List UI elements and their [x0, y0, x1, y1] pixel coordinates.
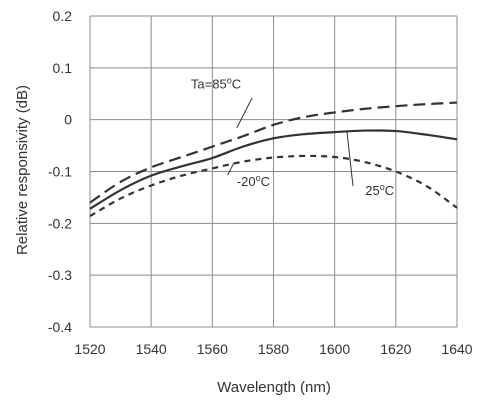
series-lines	[89, 101, 458, 218]
annotation-unit: C	[232, 77, 241, 92]
y-axis-title: Relative responsivity (dB)	[14, 85, 31, 255]
annotation-text: Ta=85	[191, 77, 227, 92]
x-tick-label: 1540	[136, 341, 167, 357]
series-line	[89, 129, 458, 210]
annotation-leader	[346, 131, 354, 187]
annotation-label-85: Ta=85oC	[191, 76, 241, 92]
y-tick-label: -0.4	[48, 319, 72, 335]
x-tick-label: 1560	[197, 341, 228, 357]
annotation-label-25: 25oC	[365, 182, 394, 198]
y-tick-label: 0.2	[53, 8, 73, 24]
x-tick-label: 1520	[74, 341, 105, 357]
series-line	[89, 154, 458, 218]
annotation-leader	[227, 162, 235, 176]
annotation-leader	[236, 97, 253, 129]
annotation-sup: o	[227, 76, 232, 86]
x-axis-title: Wavelength (nm)	[217, 379, 331, 396]
annotation-unit: C	[385, 183, 394, 198]
x-tick-label: 1640	[441, 341, 472, 357]
series-line	[89, 101, 458, 204]
y-tick-label: 0.1	[53, 60, 73, 76]
x-tick-label: 1580	[258, 341, 289, 357]
y-tick-label: -0.3	[48, 267, 72, 283]
y-tick-label: -0.1	[48, 164, 72, 180]
y-tick-label: -0.2	[48, 215, 72, 231]
annotation-sup: o	[380, 182, 385, 192]
tick-labels: 1520 1540 1560 1580 1600 1620 1640 0.2 0.1 0 -0.1 -…	[48, 8, 473, 357]
annotation-leaders	[227, 97, 354, 187]
annotation-label-m20: -20oC	[237, 173, 270, 189]
grid	[89, 15, 458, 328]
annotation-text: -20	[237, 174, 256, 189]
y-tick-label: 0	[64, 112, 72, 128]
x-tick-label: 1600	[319, 341, 350, 357]
annotation-sup: o	[256, 173, 261, 183]
x-tick-label: 1620	[380, 341, 411, 357]
annotation-text: 25	[365, 183, 379, 198]
annotation-unit: C	[261, 174, 270, 189]
